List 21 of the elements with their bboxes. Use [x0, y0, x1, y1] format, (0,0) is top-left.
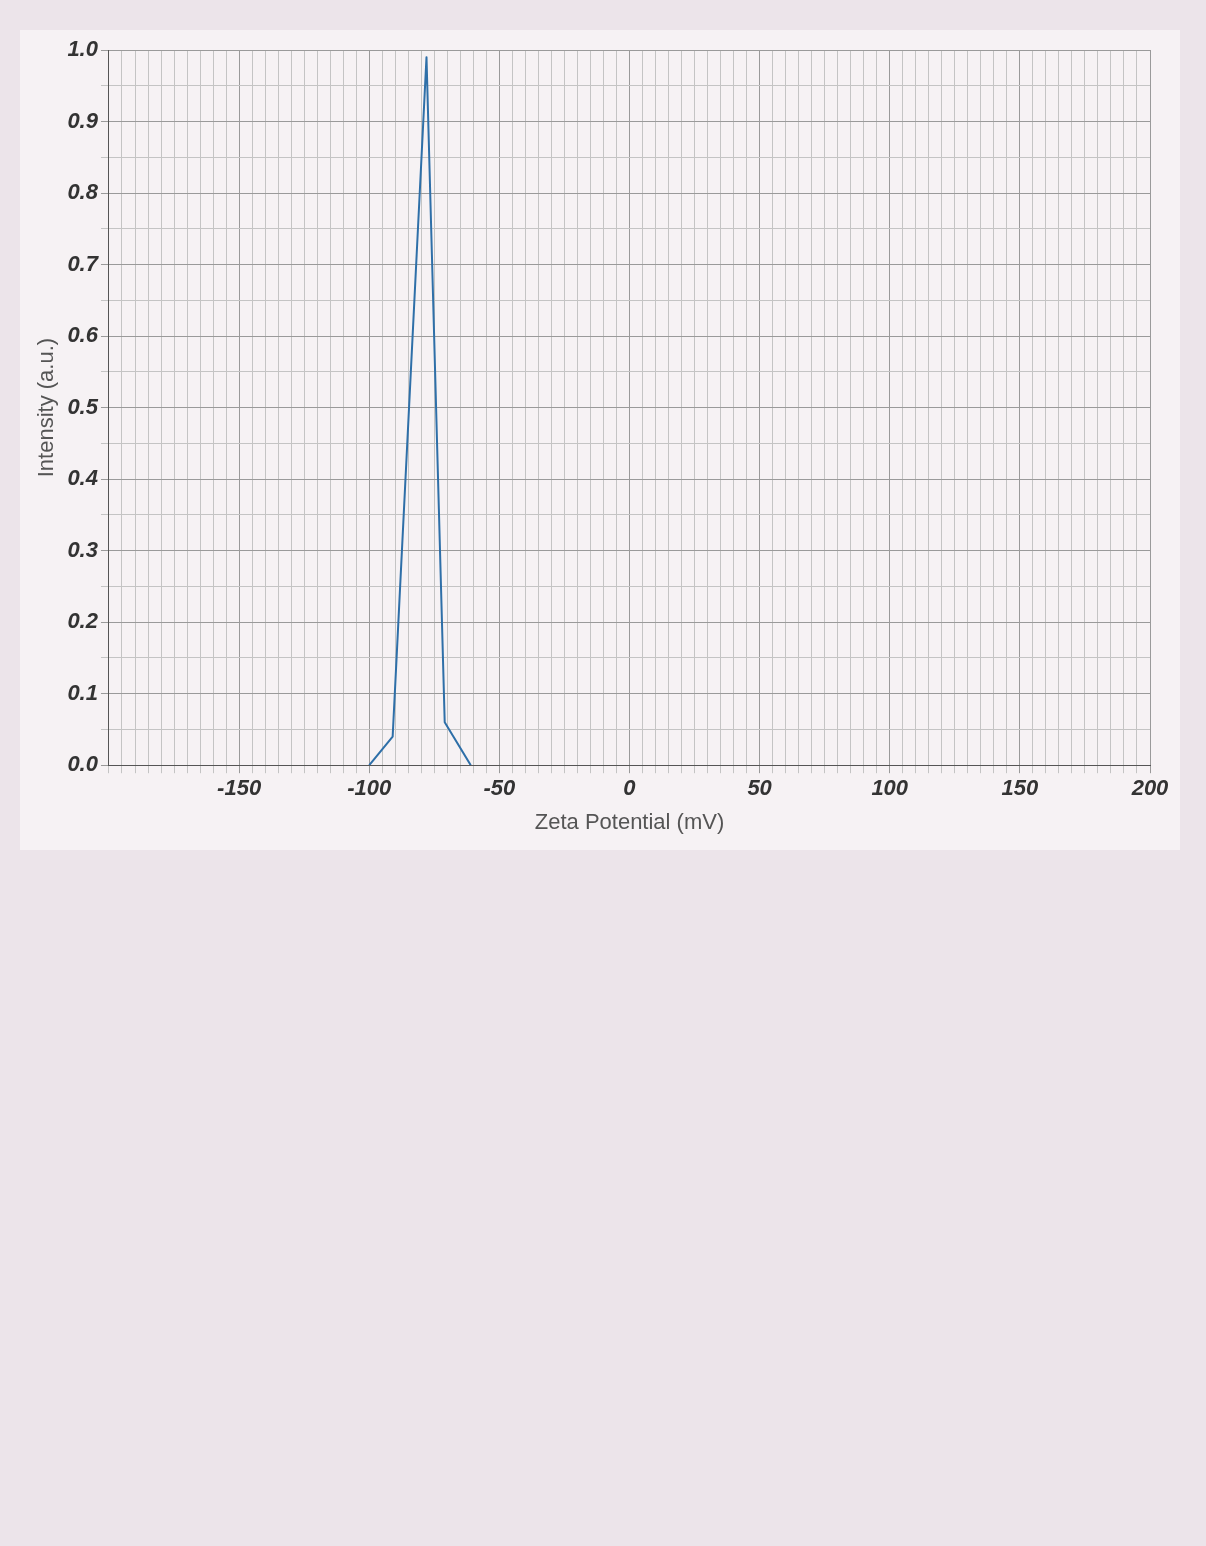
- x-tick-label: 100: [871, 775, 909, 801]
- y-tick-label: 0.1: [67, 679, 98, 705]
- y-tick-label: 1.0: [67, 36, 99, 62]
- x-tick-label: -150: [217, 775, 262, 801]
- y-tick-label: 0.5: [67, 393, 99, 419]
- y-tick-label: 0.7: [67, 250, 100, 276]
- y-tick-label: 0.9: [67, 107, 99, 133]
- y-tick-label: 0.3: [67, 536, 98, 562]
- y-tick-label: 0.6: [67, 322, 99, 348]
- x-tick-label: 150: [1001, 775, 1039, 801]
- x-tick-label: 200: [1130, 775, 1170, 801]
- x-tick-label: 50: [747, 775, 773, 801]
- y-tick-label: 0.2: [67, 608, 99, 634]
- x-axis-title: Zeta Potential (mV): [534, 808, 725, 834]
- y-tick-label: 0.4: [67, 465, 98, 491]
- y-axis-title: Intensity (a.u.): [33, 337, 59, 478]
- y-tick-label: 0.0: [67, 751, 99, 777]
- x-tick-label: 0: [623, 775, 637, 801]
- y-tick-label: 0.8: [67, 179, 99, 205]
- x-tick-label: -100: [347, 775, 393, 801]
- x-tick-label: -50: [483, 775, 517, 801]
